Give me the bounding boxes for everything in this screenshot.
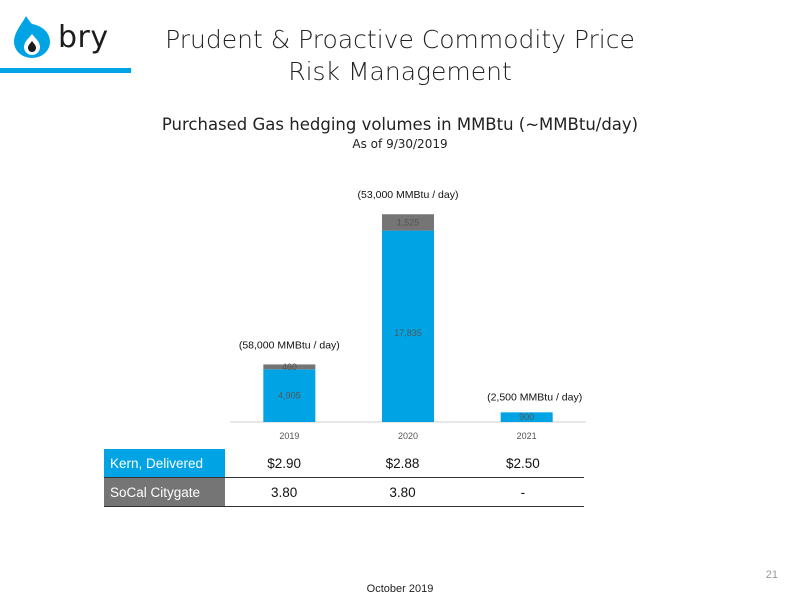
as-of-date: As of 9/30/2019: [352, 137, 448, 151]
data-label: 460: [282, 362, 297, 372]
x-tick-label: 2019: [279, 431, 299, 441]
chart-subtitle: Purchased Gas hedging volumes in MMBtu (…: [161, 115, 639, 134]
data-label: 4,905: [278, 390, 301, 400]
data-label: 17,835: [394, 328, 422, 338]
price-cell: -: [520, 484, 526, 500]
footer-date: October 2019: [366, 583, 434, 595]
data-label: 900: [519, 412, 534, 422]
hedging-volume-chart: 4,905 460 2019 (58,000 MMBtu / day) 17,835 1,…: [230, 189, 586, 441]
volume-annotation: (2,500 MMBtu / day): [487, 391, 582, 403]
x-tick-label: 2020: [398, 431, 418, 441]
logo-text: bry: [58, 19, 109, 55]
volume-annotation: (53,000 MMBtu / day): [358, 189, 459, 201]
price-cell: $2.50: [505, 455, 540, 471]
row-label: SoCal Citygate: [104, 477, 225, 507]
title-line-1: Prudent & Proactive Commodity Price: [165, 25, 635, 54]
bar-segment: [263, 364, 316, 370]
price-cell: 3.80: [270, 484, 298, 500]
bar-segment: [382, 230, 434, 422]
price-cell: 3.80: [389, 484, 416, 500]
hedge-price-table: Kern, Delivered $2.90 $2.88 $2.50 SoCal …: [104, 449, 584, 507]
table-row: SoCal Citygate 3.80 3.80 -: [104, 477, 584, 507]
price-cell: $2.88: [385, 455, 420, 471]
price-cell: $2.90: [267, 455, 301, 471]
page-number: 21: [765, 569, 778, 581]
logo: bry: [12, 14, 109, 60]
water-drop-icon: [14, 16, 50, 58]
header-rule: [0, 68, 131, 73]
row-label: Kern, Delivered: [104, 449, 225, 478]
volume-annotation: (58,000 MMBtu / day): [239, 339, 340, 351]
data-label: 1,525: [397, 217, 420, 227]
page-title: Prudent & Proactive Commodity Price Risk…: [150, 24, 650, 88]
bar-segment: [500, 412, 553, 422]
table-row: Kern, Delivered $2.90 $2.88 $2.50: [104, 449, 584, 478]
title-line-2: Risk Management: [288, 57, 512, 86]
x-tick-label: 2021: [517, 431, 537, 441]
bar-segment: [263, 369, 316, 422]
bar-segment: [382, 214, 434, 231]
